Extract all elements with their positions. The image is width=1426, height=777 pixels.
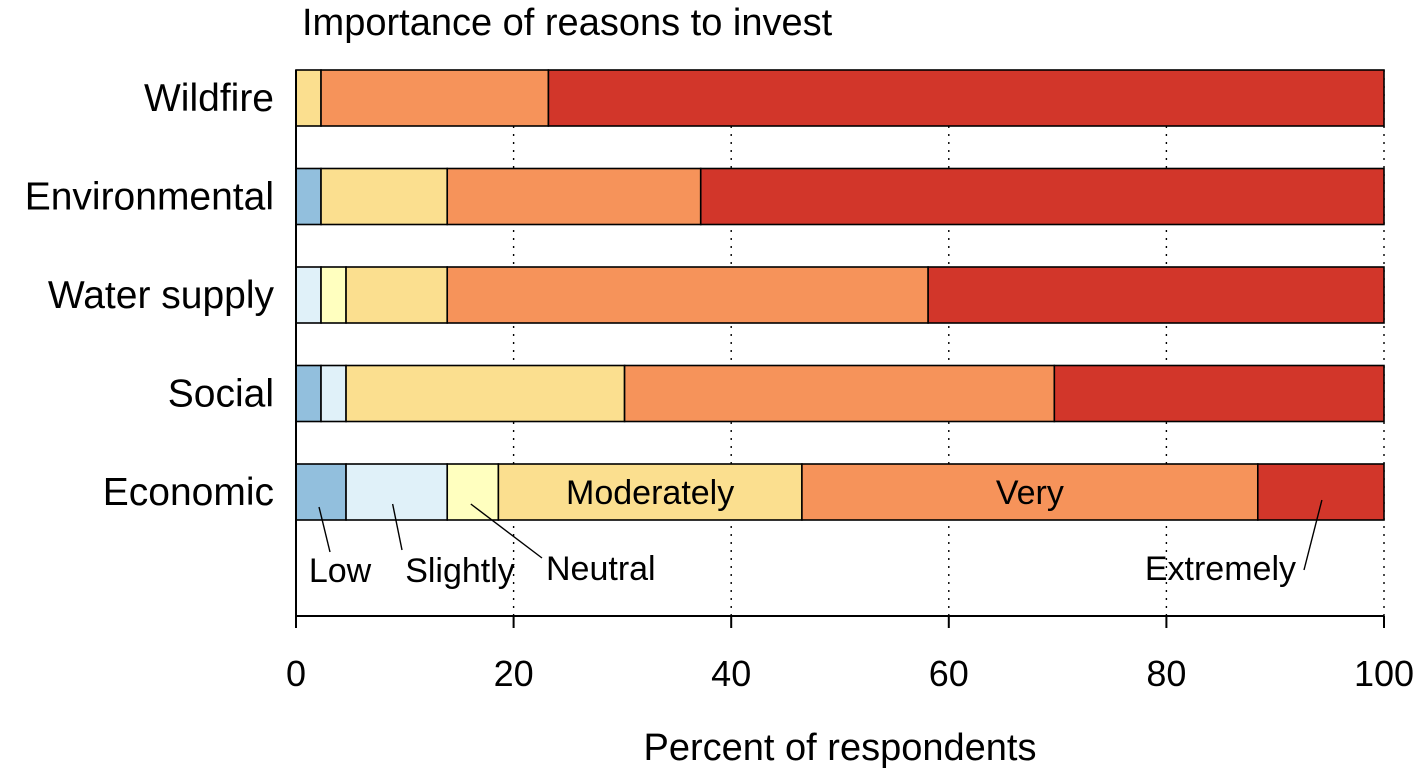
bar-social-slightly (320, 364, 347, 423)
category-label-economic: Economic (103, 471, 274, 514)
x-tick-label-20: 20 (494, 653, 534, 694)
bar-wildfire-moderately (295, 69, 322, 127)
bar-water-supply-very (446, 266, 929, 324)
bar-social-extremely (1053, 364, 1385, 423)
bar-economic-very (801, 463, 1259, 521)
x-tick-label-100: 100 (1354, 653, 1414, 694)
x-axis-label: Percent of respondents (644, 727, 1037, 769)
bar-label-very: Very (996, 474, 1064, 512)
category-label-environmental: Environmental (25, 176, 274, 219)
x-tick-label-60: 60 (929, 653, 969, 694)
grid-lines (512, 70, 1385, 616)
bar-environmental-moderately (320, 167, 449, 226)
chart-title: Importance of reasons to invest (302, 2, 833, 44)
leader-line-slightly (391, 503, 403, 551)
bar-social-low (295, 364, 322, 423)
bar-social-very (623, 364, 1056, 423)
bar-economic-slightly (345, 463, 449, 521)
bar-environmental-extremely (699, 167, 1385, 226)
bar-environmental-very (446, 167, 702, 226)
bar-water-supply-slightly (295, 266, 322, 324)
bar-label-moderately: Moderately (566, 474, 734, 512)
bar-water-supply-moderately (345, 266, 449, 324)
x-tick-label-80: 80 (1146, 653, 1186, 694)
bar-wildfire-extremely (547, 69, 1385, 127)
x-tick-label-40: 40 (711, 653, 751, 694)
category-label-social: Social (168, 373, 274, 416)
bar-wildfire-very (320, 69, 550, 127)
bar-water-supply-neutral (320, 266, 347, 324)
leader-line-extremely (1303, 499, 1323, 571)
category-label-water-supply: Water supply (48, 274, 275, 317)
annotation-neutral: Neutral (546, 550, 656, 588)
leader-line-low (318, 506, 331, 553)
bars: Moderately Very (295, 69, 1385, 521)
annotation-extremely: Extremely (1145, 550, 1296, 588)
annotation-slightly: Slightly (405, 552, 515, 590)
annotation-low: Low (309, 552, 372, 590)
bar-economic-low (295, 463, 347, 521)
leader-line-neutral (470, 503, 543, 559)
bar-environmental-low (295, 167, 322, 226)
category-labels: Wildfire Environmental Water supply Social E… (25, 77, 275, 514)
bar-water-supply-extremely (927, 266, 1385, 324)
annotations: Low Slightly Neutral Extremely (309, 499, 1323, 590)
x-axis: 0 20 40 60 80 100 (286, 70, 1414, 694)
x-tick-label-0: 0 (286, 653, 306, 694)
bar-social-moderately (345, 364, 626, 423)
bar-economic-extremely (1256, 463, 1385, 521)
category-label-wildfire: Wildfire (144, 77, 274, 120)
bar-economic-neutral (446, 463, 500, 521)
